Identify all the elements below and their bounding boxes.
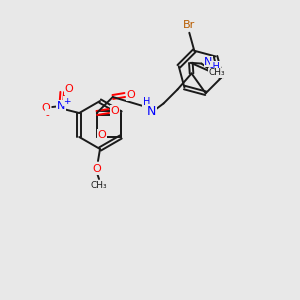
Text: O: O bbox=[98, 130, 106, 140]
Text: N: N bbox=[204, 57, 213, 67]
Text: -: - bbox=[45, 110, 49, 120]
Text: O: O bbox=[93, 164, 101, 174]
Text: H: H bbox=[143, 98, 150, 107]
Text: N: N bbox=[147, 105, 156, 118]
Text: O: O bbox=[126, 90, 135, 100]
Text: O: O bbox=[110, 106, 119, 116]
Text: O: O bbox=[65, 84, 74, 94]
Text: +: + bbox=[64, 97, 71, 106]
Text: CH₃: CH₃ bbox=[208, 68, 225, 77]
Text: -H: -H bbox=[210, 61, 221, 72]
Text: N: N bbox=[57, 101, 65, 111]
Text: O: O bbox=[42, 103, 51, 113]
Text: CH₃: CH₃ bbox=[91, 181, 107, 190]
Text: Br: Br bbox=[183, 20, 195, 30]
